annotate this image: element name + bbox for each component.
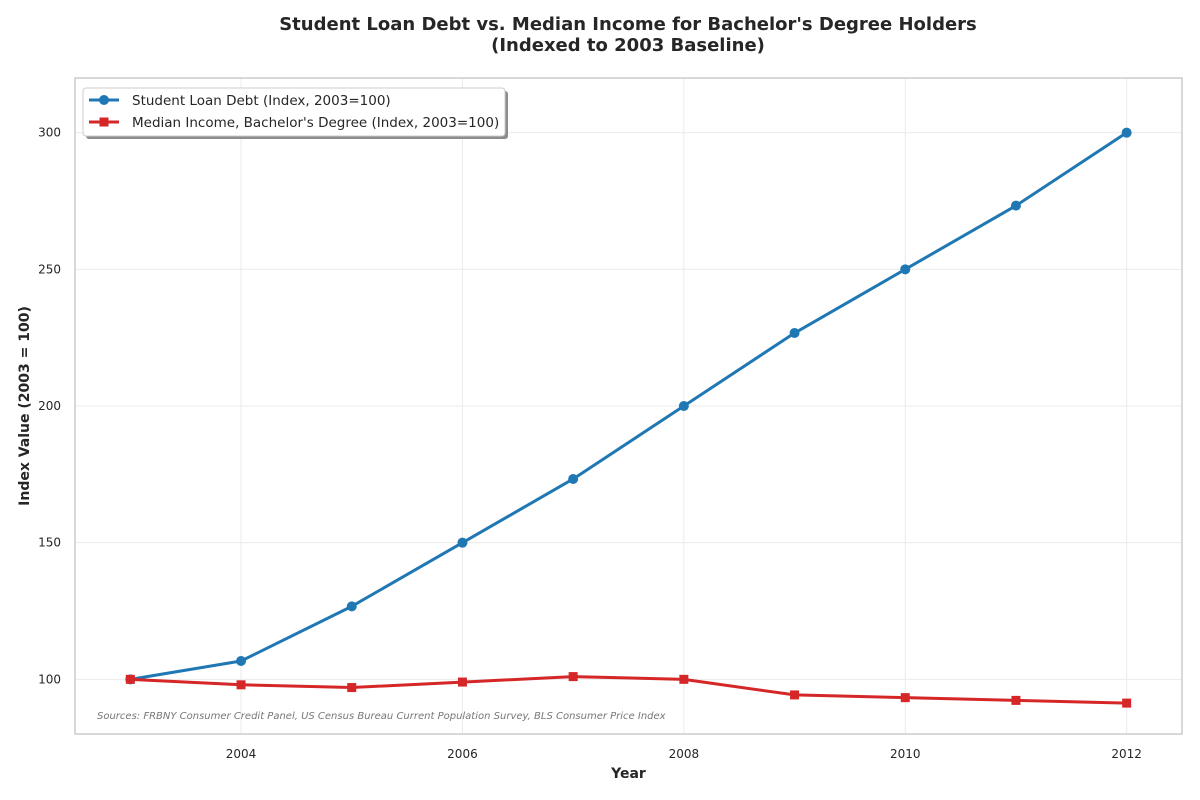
y-tick-label: 200 (38, 399, 61, 413)
data-point (346, 601, 357, 612)
data-point (1010, 200, 1021, 211)
legend-box (82, 87, 506, 137)
data-point (1121, 127, 1132, 138)
x-tick-label: 2010 (890, 747, 921, 761)
x-tick-label: 2004 (226, 747, 257, 761)
x-tick-label: 2012 (1111, 747, 1142, 761)
data-point (1011, 695, 1021, 705)
y-tick-label: 300 (38, 126, 61, 140)
legend: Student Loan Debt (Index, 2003=100) Media… (82, 87, 508, 139)
data-point (568, 473, 579, 484)
data-point (236, 680, 246, 690)
plot-frame (74, 77, 1183, 735)
x-tick-label: 2008 (669, 747, 700, 761)
x-axis-label: Year (610, 766, 646, 782)
data-point (347, 683, 357, 693)
series-line (128, 131, 1129, 681)
data-point (679, 674, 689, 684)
legend-marker (99, 95, 109, 105)
data-point (1122, 698, 1132, 708)
x-tick-label: 2006 (447, 747, 478, 761)
chart-title: Student Loan Debt vs. Median Income for … (0, 14, 1200, 56)
data-point (900, 264, 911, 275)
data-point (900, 693, 910, 703)
chart-title-line-2: (Indexed to 2003 Baseline) (491, 35, 765, 56)
data-point (568, 672, 578, 682)
legend-label: Student Loan Debt (Index, 2003=100) (132, 93, 391, 109)
series-2 (125, 672, 1132, 708)
series-line (128, 675, 1129, 705)
data-point (678, 401, 689, 411)
grid-layer (75, 78, 1182, 734)
y-tick-label: 150 (38, 536, 61, 550)
data-point (125, 674, 135, 684)
source-note: Sources: FRBNY Consumer Credit Panel, US… (97, 711, 666, 722)
y-tick-label: 100 (38, 672, 61, 686)
series-layer (125, 127, 1132, 708)
data-point (790, 690, 800, 700)
data-point (236, 656, 247, 667)
y-tick-label: 250 (38, 262, 61, 276)
legend-label: Median Income, Bachelor's Degree (Index,… (132, 115, 499, 131)
data-point (457, 537, 468, 548)
tick-layer: 2004 2006 2008 2010 2012 100 150 200 250 300 (38, 126, 1142, 761)
data-point (789, 328, 800, 339)
chart-title-line-1: Student Loan Debt vs. Median Income for … (279, 14, 977, 35)
data-point (457, 677, 467, 687)
legend-marker (99, 117, 109, 127)
y-axis-label: Index Value (2003 = 100) (17, 306, 33, 506)
